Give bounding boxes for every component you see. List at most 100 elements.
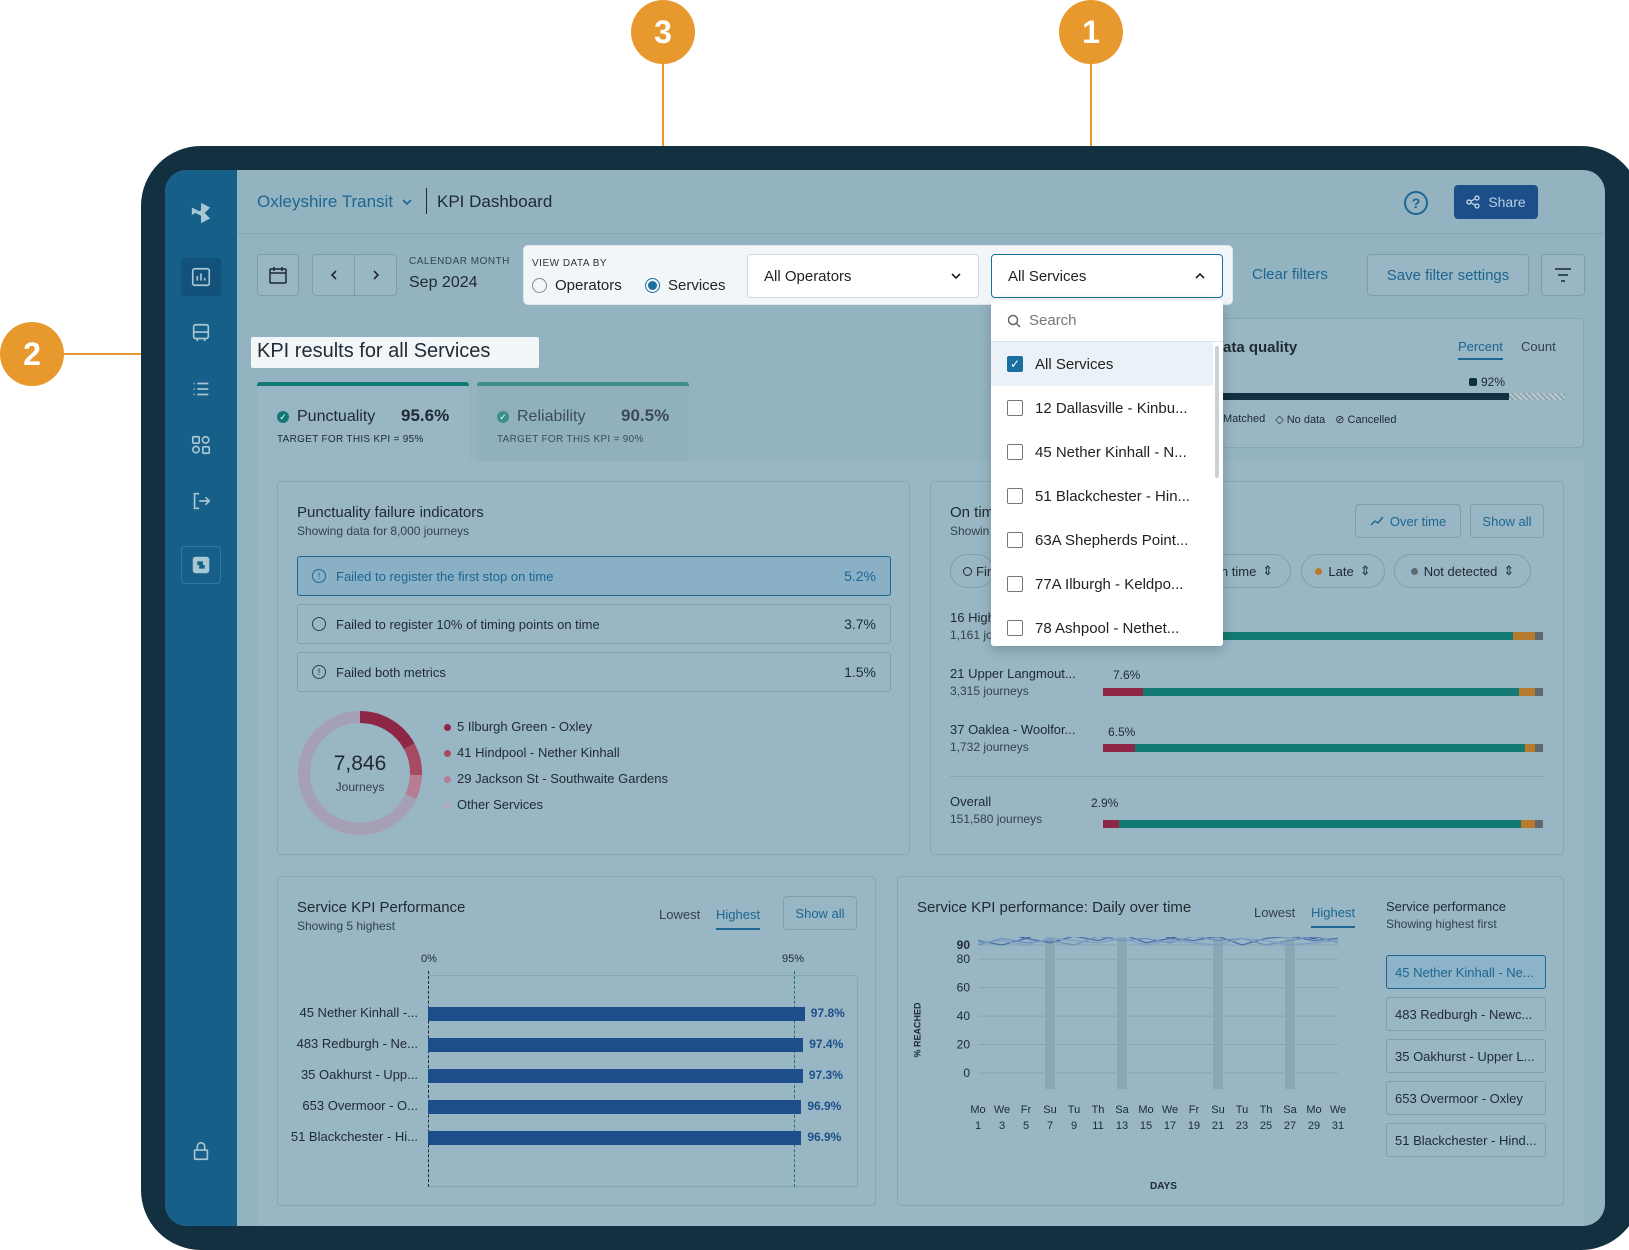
share-button[interactable]: Share	[1454, 185, 1538, 219]
kpi-tab-reliability[interactable]: ✓ Reliability 90.5% TARGET FOR THIS KPI …	[477, 382, 689, 462]
prev-month-button[interactable]	[312, 254, 355, 296]
x-tick-day: Su	[1043, 1104, 1056, 1116]
org-selector[interactable]: Oxleyshire Transit	[257, 192, 413, 212]
filter-chip-first[interactable]: Fir	[950, 554, 994, 588]
help-icon[interactable]: ?	[1404, 191, 1428, 215]
checkbox[interactable]	[1007, 532, 1023, 548]
sidebar-item-logout[interactable]	[181, 482, 221, 520]
bar-value-label: 97.4%	[809, 1037, 844, 1051]
legend-nodata-label: No data	[1286, 414, 1326, 426]
tab-count[interactable]: Count	[1521, 339, 1556, 354]
dropdown-search[interactable]: Search	[991, 300, 1223, 342]
show-all-button[interactable]: Show all	[1470, 504, 1544, 538]
tab-lowest[interactable]: Lowest	[1254, 905, 1296, 920]
dropdown-item[interactable]: ✓ All Services	[991, 342, 1213, 386]
bar[interactable]	[428, 1007, 805, 1021]
sidebar-item-widgets[interactable]	[181, 426, 221, 464]
checkbox[interactable]	[1007, 444, 1023, 460]
show-all-button[interactable]: Show all	[783, 896, 857, 930]
overall-divider	[950, 776, 1544, 777]
bar[interactable]	[428, 1038, 804, 1052]
journeys-donut	[298, 711, 422, 835]
x-tick-day: Su	[1211, 1104, 1224, 1116]
legend-label: 5 Ilburgh Green - Oxley	[457, 719, 593, 734]
sidebar-item-app[interactable]	[181, 546, 221, 584]
indicator-label: Failed to register 10% of timing points …	[336, 616, 600, 632]
dropdown-item[interactable]: 12 Dallasville - Kinbu...	[991, 386, 1213, 430]
route-bar-late	[1519, 688, 1535, 696]
indicator-value: 1.5%	[844, 664, 876, 680]
dropdown-item[interactable]: 78 Ashpool - Nethet...	[991, 606, 1213, 646]
kpi-tab-punctuality[interactable]: ✓ Punctuality 95.6% TARGET FOR THIS KPI …	[257, 382, 469, 462]
calendar-button[interactable]	[257, 254, 299, 296]
x-tick-date: 13	[1116, 1120, 1128, 1132]
checkbox[interactable]	[1007, 400, 1023, 416]
service-button[interactable]: 51 Blackchester - Hind...	[1386, 1123, 1546, 1157]
bar[interactable]	[428, 1069, 803, 1083]
sidebar-item-list[interactable]	[181, 370, 221, 408]
operators-select[interactable]: All Operators	[747, 254, 979, 298]
callout-3: 3	[631, 0, 695, 64]
daily-title: Service KPI performance: Daily over time	[917, 899, 1192, 916]
services-select[interactable]: All Services	[991, 254, 1223, 298]
dropdown-item[interactable]: 51 Blackchester - Hin...	[991, 474, 1213, 518]
dropdown-scrollbar[interactable]	[1215, 346, 1219, 478]
indicator-both[interactable]: ! Failed both metrics 1.5%	[297, 652, 891, 692]
clear-filters-button[interactable]: Clear filters	[1252, 266, 1328, 283]
indicator-first-stop[interactable]: ! Failed to register the first stop on t…	[297, 556, 891, 596]
sidebar-item-lock[interactable]	[181, 1132, 221, 1170]
tab-lowest[interactable]: Lowest	[659, 907, 701, 922]
dropdown-item[interactable]: 63A Shepherds Point...	[991, 518, 1213, 562]
checkbox[interactable]	[1007, 488, 1023, 504]
checkbox[interactable]	[1007, 576, 1023, 592]
service-button[interactable]: 45 Nether Kinhall - Ne...	[1386, 955, 1546, 989]
axis-zero-label: 0%	[421, 953, 437, 965]
tab-percent[interactable]: Percent	[1458, 339, 1503, 360]
bar[interactable]	[428, 1100, 802, 1114]
callout-1: 1	[1059, 0, 1123, 64]
x-tick-day: Mo	[1138, 1104, 1153, 1116]
series-line[interactable]	[977, 937, 1339, 946]
checkbox[interactable]: ✓	[1007, 356, 1023, 372]
indicator-timing-points[interactable]: Failed to register 10% of timing points …	[297, 604, 891, 644]
sidebar-item-dashboard[interactable]	[181, 258, 221, 296]
tab-highest[interactable]: Highest	[716, 907, 761, 930]
donut-legend: 5 Ilburgh Green - Oxley 41 Hindpool - Ne…	[444, 714, 668, 818]
radio-services[interactable]: Services	[645, 277, 726, 294]
bar[interactable]	[428, 1131, 802, 1145]
sidebar-item-vehicles[interactable]	[181, 314, 221, 352]
over-time-button[interactable]: Over time	[1355, 504, 1461, 538]
app-logo[interactable]	[181, 194, 221, 232]
show-all-label: Show all	[1482, 513, 1532, 529]
filter-chip-not-detected[interactable]: Not detected ⇕	[1394, 554, 1531, 588]
filter-chip-late[interactable]: Late ⇕	[1301, 554, 1385, 588]
dropdown-item[interactable]: 77A Ilburgh - Keldpo...	[991, 562, 1213, 606]
next-month-button[interactable]	[354, 254, 397, 296]
bar-value-label: 97.3%	[808, 1068, 843, 1082]
checkbox[interactable]	[1007, 620, 1023, 636]
x-tick-date: 23	[1236, 1120, 1248, 1132]
dropdown-item[interactable]: 45 Nether Kinhall - N...	[991, 430, 1213, 474]
service-perf-subtitle: Showing 5 highest	[297, 919, 396, 933]
filter-menu-button[interactable]	[1541, 254, 1585, 296]
save-filter-settings-button[interactable]: Save filter settings	[1367, 254, 1529, 296]
legend-cancelled: ⊘ Cancelled	[1335, 414, 1397, 426]
dropdown-item-label: 78 Ashpool - Nethet...	[1035, 619, 1180, 637]
radio-operators[interactable]: Operators	[532, 277, 622, 294]
bar-category-label: 483 Redburgh - Ne...	[296, 1036, 418, 1051]
x-tick-day: We	[994, 1104, 1010, 1116]
service-button[interactable]: 35 Oakhurst - Upper L...	[1386, 1039, 1546, 1073]
kpi-value: 90.5%	[621, 406, 670, 425]
tab-highest[interactable]: Highest	[1311, 905, 1356, 928]
x-tick-date: 19	[1188, 1120, 1200, 1132]
service-button[interactable]: 483 Redburgh - Newc...	[1386, 997, 1546, 1031]
check-circle-icon: ✓	[277, 411, 289, 423]
on-time-subtitle: Showin	[950, 524, 990, 538]
service-label: 35 Oakhurst - Upper L...	[1395, 1048, 1535, 1064]
bar-value-label: 96.9%	[807, 1130, 842, 1144]
service-button[interactable]: 653 Overmoor - Oxley	[1386, 1081, 1546, 1115]
y-axis-label: % REACHED	[912, 1002, 923, 1058]
legend-label: Other Services	[457, 797, 543, 812]
legend-matched: Matched	[1223, 413, 1266, 425]
info-icon: !	[312, 569, 326, 583]
